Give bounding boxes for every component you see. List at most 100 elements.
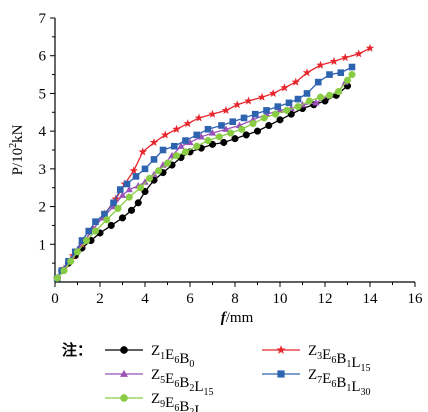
data-point: [127, 206, 136, 214]
series-1: [53, 82, 352, 282]
x-tick-label: 0: [51, 291, 59, 307]
data-point: [337, 69, 345, 76]
legend-item-3: Z5E6B2L15: [105, 367, 214, 398]
legend-marker: [120, 346, 128, 354]
data-point: [343, 76, 352, 84]
series-line: [56, 85, 348, 279]
legend-label: Z3E6B1L15: [308, 343, 371, 374]
data-point: [222, 125, 230, 132]
data-point: [260, 114, 268, 122]
data-point: [208, 129, 217, 136]
y-tick-label: 2: [39, 200, 47, 216]
data-point: [172, 152, 181, 160]
data-point: [249, 120, 257, 128]
data-point: [294, 103, 302, 111]
data-point: [316, 60, 325, 69]
series-line: [56, 74, 353, 279]
data-point: [138, 147, 147, 156]
legend: 注： Z1E6B0 Z3E6B1L15 Z5E6B2L15 Z7E6B1L30 Z9E6B…: [62, 341, 371, 412]
data-point: [233, 100, 242, 109]
data-point: [141, 165, 149, 173]
data-point: [101, 210, 108, 218]
data-point: [303, 90, 311, 97]
legend-label: Z5E6B2L15: [151, 367, 214, 398]
x-axis-title: f/mm: [221, 310, 254, 326]
data-point: [73, 248, 82, 256]
data-point: [208, 140, 217, 148]
data-point: [218, 122, 225, 129]
data-point: [92, 218, 99, 225]
data-point: [348, 63, 356, 71]
data-point: [215, 133, 223, 141]
data-point: [226, 129, 235, 137]
legend-item-1: Z1E6B0: [105, 343, 194, 370]
data-point: [183, 119, 192, 128]
data-point: [114, 204, 122, 213]
series-4: [53, 63, 356, 282]
series-2: [53, 43, 375, 282]
data-point: [302, 68, 312, 77]
data-point: [305, 97, 313, 105]
legend-marker: [120, 369, 128, 377]
data-point: [172, 124, 181, 133]
data-point: [125, 193, 133, 201]
data-point: [154, 167, 163, 175]
y-tick-label: 4: [39, 124, 47, 140]
data-point: [116, 186, 124, 193]
data-point: [325, 91, 334, 99]
data-point: [107, 221, 115, 229]
data-point: [291, 77, 300, 86]
data-point: [231, 135, 239, 143]
x-tick-label: 12: [318, 291, 333, 307]
data-point: [242, 131, 250, 139]
data-point: [354, 49, 363, 58]
data-point: [134, 199, 142, 207]
x-tick-label: 6: [186, 291, 194, 307]
data-point: [276, 116, 284, 124]
data-point: [253, 127, 262, 135]
y-tick-label: 1: [39, 237, 47, 253]
data-point: [294, 95, 302, 103]
legend-marker: [276, 345, 286, 354]
data-point: [193, 131, 201, 139]
data-point: [229, 118, 237, 126]
data-point: [145, 174, 154, 182]
data-point: [269, 88, 278, 98]
y-tick-label: 3: [39, 162, 47, 178]
legend-item-4: Z7E6B1L30: [262, 367, 371, 398]
data-point: [326, 71, 333, 78]
axes-frame: [54, 18, 415, 283]
data-point: [204, 137, 212, 145]
x-axis-ticks: 0 2 4 6 8 10 12 14 16: [51, 282, 423, 307]
data-point: [221, 105, 231, 114]
legend-label: Z1E6B0: [151, 343, 194, 370]
data-point: [163, 159, 172, 167]
x-tick-label: 2: [96, 291, 104, 307]
data-point: [283, 106, 291, 114]
x-tick-label: 4: [141, 291, 149, 307]
y-tick-label: 5: [39, 86, 47, 102]
data-point: [314, 78, 322, 86]
data-point: [271, 110, 280, 118]
x-tick-label: 14: [363, 291, 379, 307]
data-point: [161, 130, 170, 139]
data-point: [150, 156, 158, 163]
data-point: [125, 185, 133, 193]
data-point: [123, 180, 131, 188]
data-point: [263, 107, 270, 114]
data-point: [348, 71, 356, 79]
data-point: [141, 178, 149, 185]
data-point: [53, 274, 61, 282]
data-point: [110, 199, 117, 207]
data-point: [329, 56, 339, 65]
data-point: [136, 184, 145, 192]
data-point: [274, 103, 282, 110]
x-tick-label: 8: [231, 291, 239, 307]
data-point: [238, 125, 246, 133]
data-point: [149, 138, 159, 147]
data-point: [118, 214, 127, 222]
y-axis-ticks: 1 2 3 4 5 6 7: [39, 11, 55, 264]
data-point: [118, 191, 127, 198]
data-point: [204, 125, 212, 133]
data-point: [132, 173, 140, 180]
